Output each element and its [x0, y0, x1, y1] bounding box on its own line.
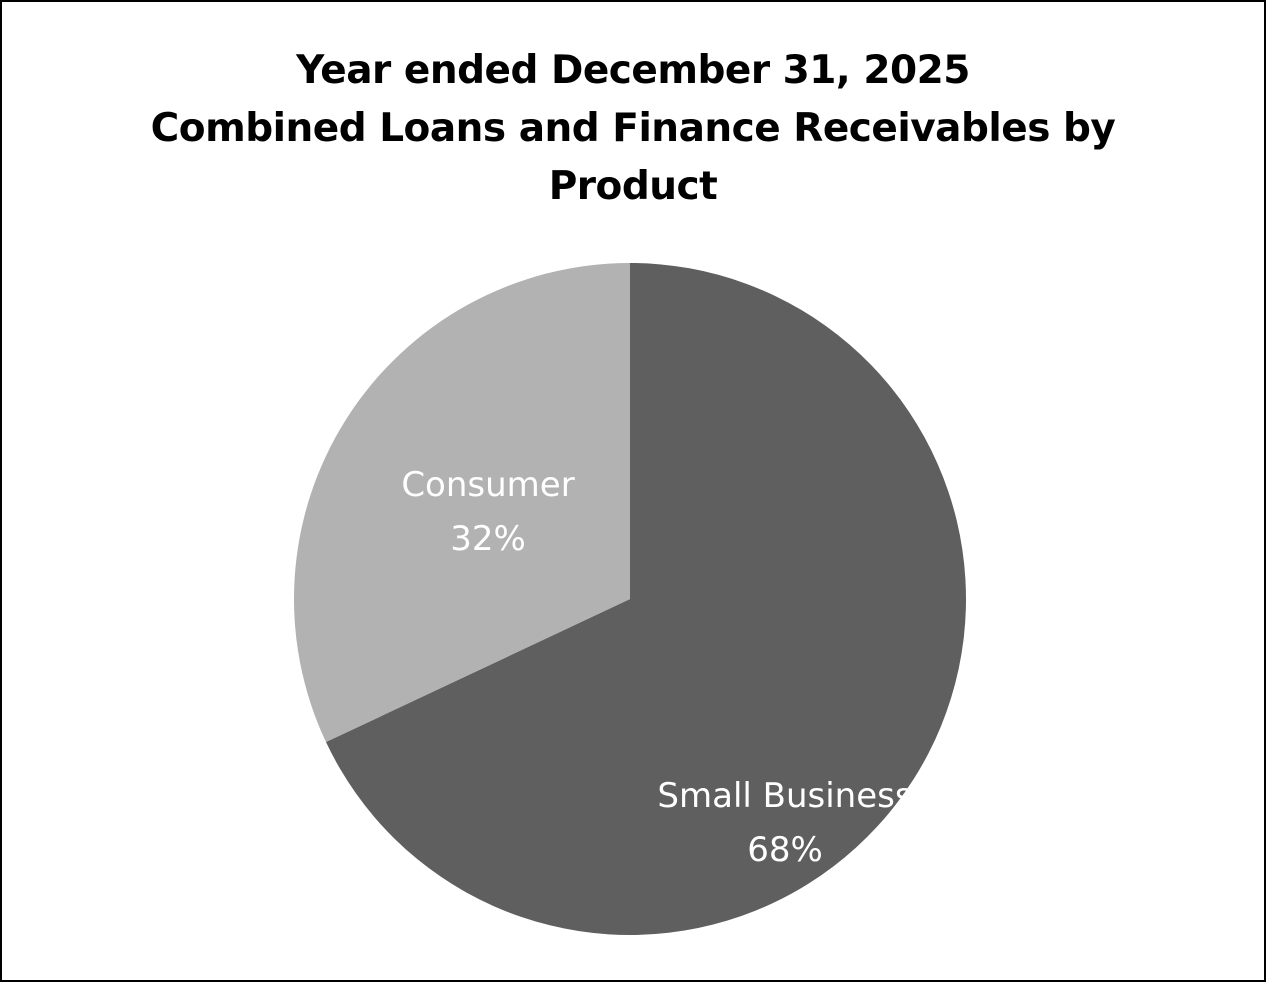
chart-title-line-2: Combined Loans and Finance Receivables b… [150, 106, 1116, 151]
chart-title: Year ended December 31, 2025 Combined Lo… [2, 42, 1264, 216]
pie-slices [293, 263, 966, 935]
chart-title-line-1: Year ended December 31, 2025 [296, 48, 970, 93]
pie-label-name-small-business: Small Business [657, 776, 912, 816]
chart-title-line-3: Product [548, 164, 718, 209]
pie-slice-consumer [293, 263, 630, 743]
pie-label-value-small-business: 68% [747, 830, 823, 870]
pie-slice-small-business [325, 263, 966, 935]
pie-labels: Small Business 68% Consumer 32% [401, 465, 912, 870]
pie-label-value-consumer: 32% [450, 519, 526, 559]
pie-label-name-consumer: Consumer [401, 465, 574, 505]
